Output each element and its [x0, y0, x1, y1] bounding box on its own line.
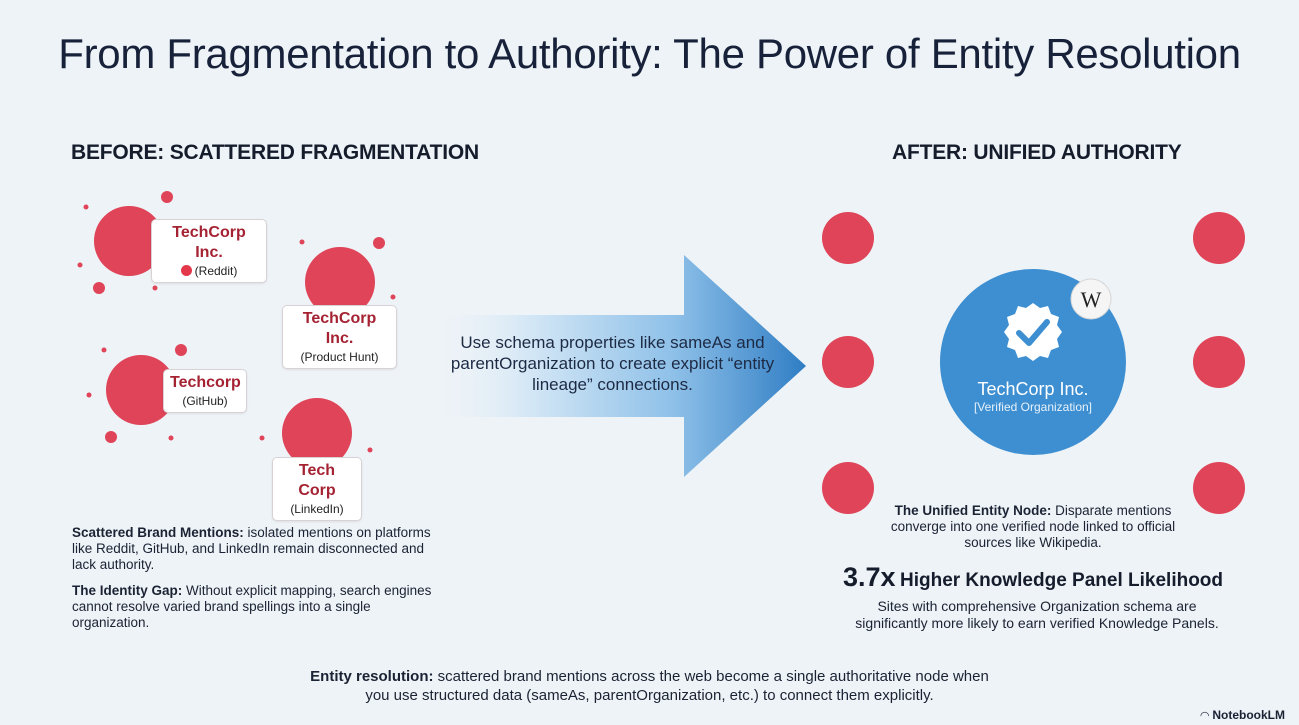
notebooklm-icon: ◠ [1200, 710, 1209, 722]
note-text: isolated mentions on platforms like Redd… [72, 525, 431, 572]
note-text: Without explicit mapping, search engines… [72, 583, 432, 630]
unified-node-subtitle: [Verified Organization] [973, 400, 1093, 414]
wikipedia-glyph: W [1080, 287, 1102, 312]
mention-label-github: Techcorp (GitHub) [163, 369, 247, 413]
note-scattered-mentions: Scattered Brand Mentions: isolated menti… [72, 525, 434, 573]
note-identity-gap: The Identity Gap: Without explicit mappi… [72, 583, 434, 631]
caption-title: The Unified Entity Node: [894, 503, 1052, 518]
satellite-nodes [822, 212, 1245, 514]
mention-source: (LinkedIn) [290, 502, 344, 516]
before-heading: BEFORE: SCATTERED FRAGMENTATION [71, 141, 479, 164]
stat-headline: 3.7x Higher Knowledge Panel Likelihood [820, 562, 1246, 593]
note-title: Scattered Brand Mentions: [72, 525, 244, 540]
scattered-blobs [77, 191, 396, 468]
wikipedia-icon [1070, 278, 1112, 320]
footer-title: Entity resolution: [310, 668, 434, 685]
brand-name: NotebookLM [1212, 708, 1285, 722]
stat-description: Sites with comprehensive Organization sc… [855, 598, 1219, 631]
after-heading: AFTER: UNIFIED AUTHORITY [892, 141, 1182, 164]
mention-name: TechCorp Inc. [172, 224, 246, 261]
unified-node-label: TechCorp Inc. [Verified Organization] [950, 379, 1116, 414]
mention-label-linkedin: Tech Corp (LinkedIn) [272, 457, 362, 521]
mention-source: (Reddit) [194, 264, 238, 278]
arrow-description: Use schema properties like sameAs and pa… [450, 333, 775, 394]
mention-label-reddit: TechCorp Inc. (Reddit) [151, 219, 267, 283]
stat-label: Higher Knowledge Panel Likelihood [899, 570, 1224, 591]
stat-value: 3.7x [842, 562, 896, 592]
page-title: From Fragmentation to Authority: The Pow… [58, 30, 1241, 77]
verified-badge-icon [1004, 303, 1062, 361]
transition-arrow [430, 255, 806, 477]
caption-text: Disparate mentions converge into one ver… [890, 503, 1176, 550]
mention-source: (Product Hunt) [300, 350, 379, 364]
footer-summary: Entity resolution: scattered brand menti… [0, 667, 1299, 705]
footer-text: scattered brand mentions across the web … [365, 668, 989, 704]
mention-name: Tech Corp [298, 462, 336, 499]
note-title: The Identity Gap: [72, 583, 183, 598]
unified-node-name: TechCorp Inc. [977, 379, 1089, 399]
mention-source: (GitHub) [182, 394, 228, 408]
reddit-icon [180, 265, 192, 276]
mention-label-product-hunt: TechCorp Inc. (Product Hunt) [282, 305, 397, 369]
mention-name: Techcorp [170, 374, 241, 391]
unified-node-caption: The Unified Entity Node: Disparate menti… [885, 503, 1181, 551]
mention-name: TechCorp Inc. [302, 310, 377, 347]
brand-watermark: ◠ NotebookLM [1201, 708, 1285, 722]
